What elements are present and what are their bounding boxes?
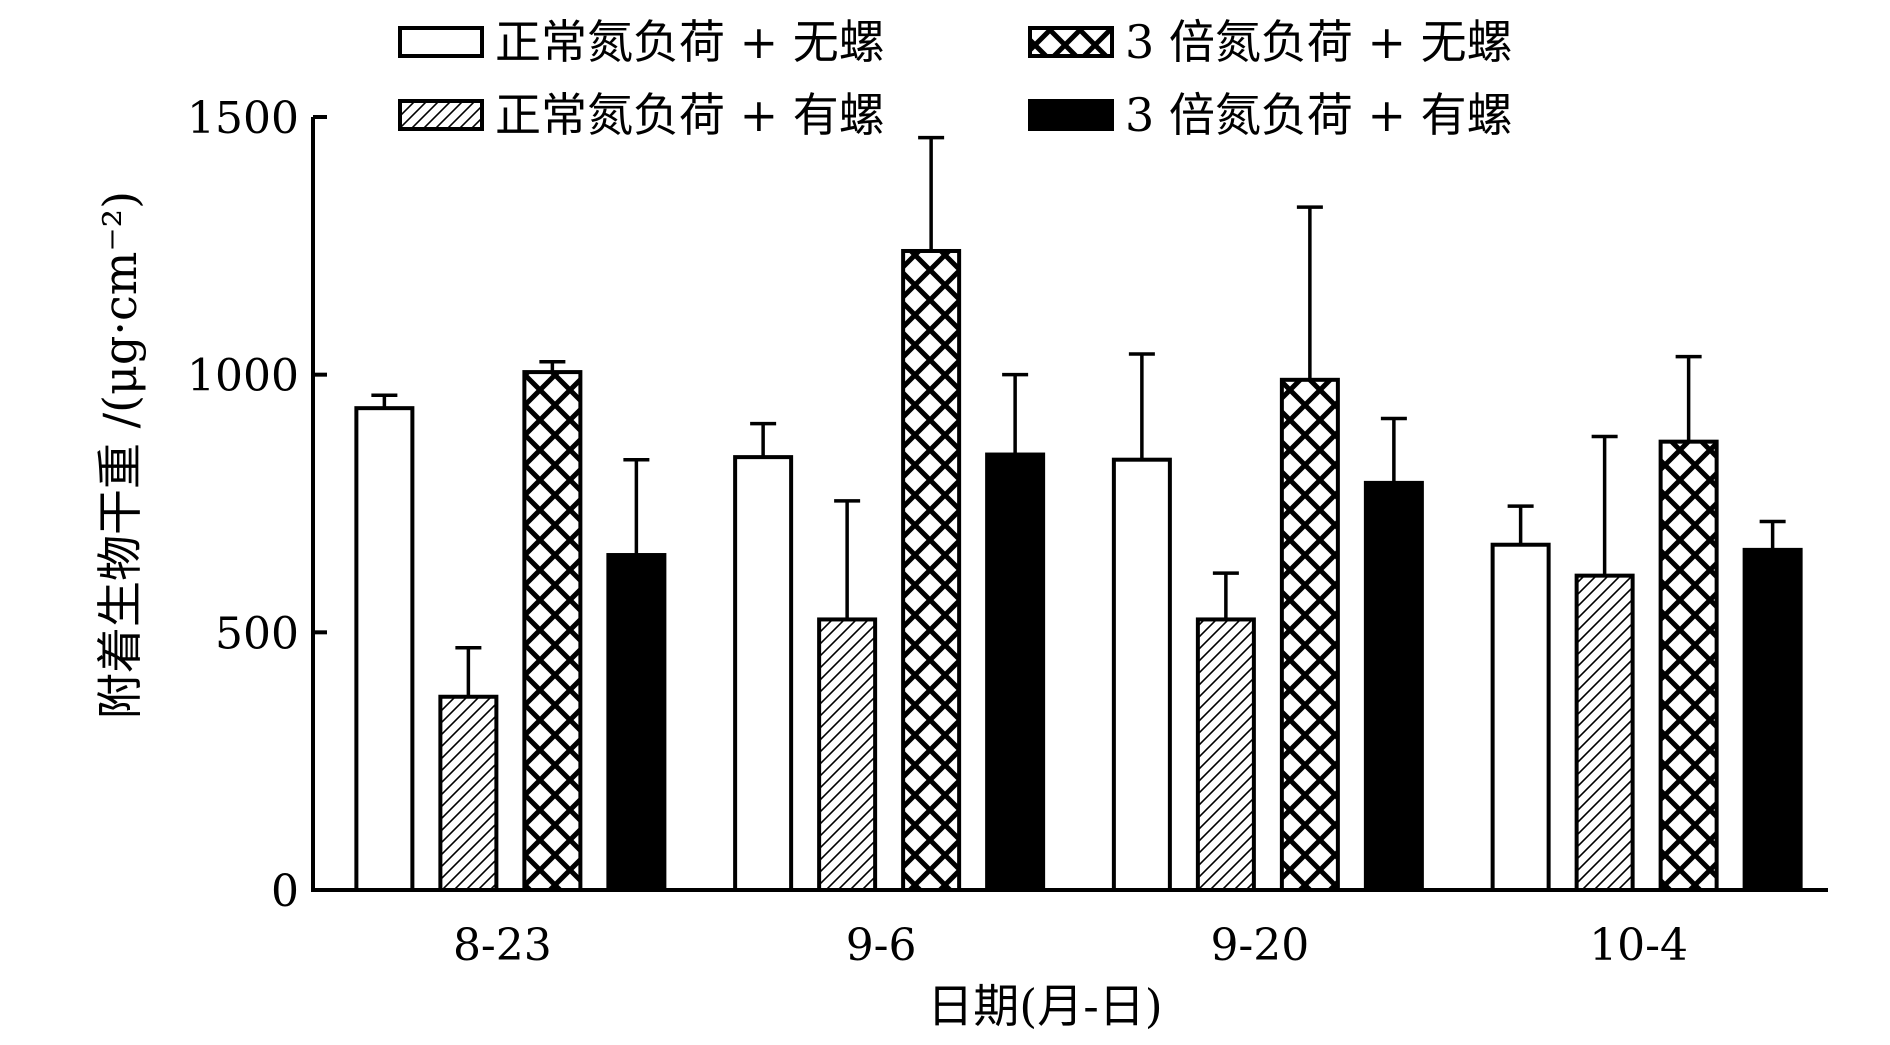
x-tick-label: 9-20	[1210, 920, 1309, 971]
legend-label: 3 倍氮负荷 + 无螺	[1125, 15, 1513, 69]
y-tick-label: 1500	[187, 93, 299, 144]
x-tick-labels: 8-23 9-6 9-20 10-4	[453, 920, 1688, 971]
bars-layer	[354, 135, 1803, 893]
bar	[1195, 617, 1256, 892]
bar	[606, 553, 667, 892]
y-tick-label: 1000	[187, 351, 299, 402]
y-axis-title: 附着生物干重 /(μg·cm⁻²)	[93, 191, 147, 719]
bar	[733, 455, 794, 892]
bar	[1574, 573, 1635, 892]
legend-label: 3 倍氮负荷 + 有螺	[1125, 88, 1513, 142]
bar	[1363, 480, 1424, 892]
x-tick-label: 8-23	[453, 920, 552, 971]
y-tick-label: 0	[271, 866, 299, 917]
bar	[901, 248, 962, 892]
legend-swatch	[1028, 99, 1114, 131]
legend-swatch	[398, 26, 484, 58]
bar	[522, 370, 583, 892]
bar	[1742, 547, 1803, 892]
bar	[817, 617, 878, 892]
x-tick-label: 9-6	[846, 920, 917, 971]
legend-swatch	[1028, 26, 1114, 58]
bar	[1111, 457, 1172, 892]
bar	[1279, 377, 1340, 892]
y-ticks: 0 500 1000 1500	[187, 93, 327, 917]
legend-label: 正常氮负荷 + 无螺	[495, 15, 885, 69]
legend-swatch	[398, 99, 484, 131]
x-tick-label: 10-4	[1589, 920, 1688, 971]
legend-label: 正常氮负荷 + 有螺	[495, 88, 885, 142]
bar	[354, 406, 415, 892]
bar	[1658, 439, 1719, 892]
axes	[311, 117, 1828, 892]
bar	[438, 694, 499, 892]
y-tick-label: 500	[215, 608, 299, 659]
bar	[985, 452, 1046, 892]
bar	[1490, 542, 1551, 893]
x-axis-title: 日期(月-日)	[927, 979, 1162, 1033]
